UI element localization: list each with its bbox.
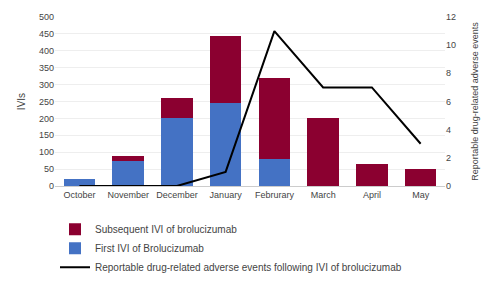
svg-text:January: January xyxy=(210,190,243,200)
svg-text:Subsequent IVI of brolucizumab: Subsequent IVI of brolucizumab xyxy=(95,224,237,235)
svg-text:March: March xyxy=(311,190,336,200)
svg-text:10: 10 xyxy=(446,40,456,50)
svg-text:6: 6 xyxy=(446,97,451,107)
svg-text:400: 400 xyxy=(39,46,54,56)
svg-text:IVIs: IVIs xyxy=(16,93,27,110)
svg-text:500: 500 xyxy=(39,12,54,22)
svg-text:100: 100 xyxy=(39,147,54,157)
svg-text:350: 350 xyxy=(39,63,54,73)
svg-text:0: 0 xyxy=(49,181,54,191)
svg-text:May: May xyxy=(412,190,430,200)
svg-text:April: April xyxy=(363,190,381,200)
svg-text:Februrary: Februrary xyxy=(255,190,295,200)
svg-text:12: 12 xyxy=(446,12,456,22)
svg-text:4: 4 xyxy=(446,125,451,135)
svg-text:2: 2 xyxy=(446,153,451,163)
svg-text:200: 200 xyxy=(39,114,54,124)
svg-text:Reportable drug-related advers: Reportable drug-related adverse events f… xyxy=(95,262,402,273)
svg-text:October: October xyxy=(63,190,95,200)
svg-text:150: 150 xyxy=(39,130,54,140)
svg-text:0: 0 xyxy=(446,181,451,191)
svg-text:8: 8 xyxy=(446,68,451,78)
svg-text:250: 250 xyxy=(39,97,54,107)
svg-text:Reportable drug-related advers: Reportable drug-related adverse events xyxy=(470,22,480,181)
svg-text:First IVI of Brolucizumab: First IVI of Brolucizumab xyxy=(95,243,204,254)
svg-text:300: 300 xyxy=(39,80,54,90)
svg-text:50: 50 xyxy=(44,164,54,174)
svg-text:450: 450 xyxy=(39,29,54,39)
svg-text:November: November xyxy=(107,190,149,200)
svg-text:December: December xyxy=(156,190,198,200)
